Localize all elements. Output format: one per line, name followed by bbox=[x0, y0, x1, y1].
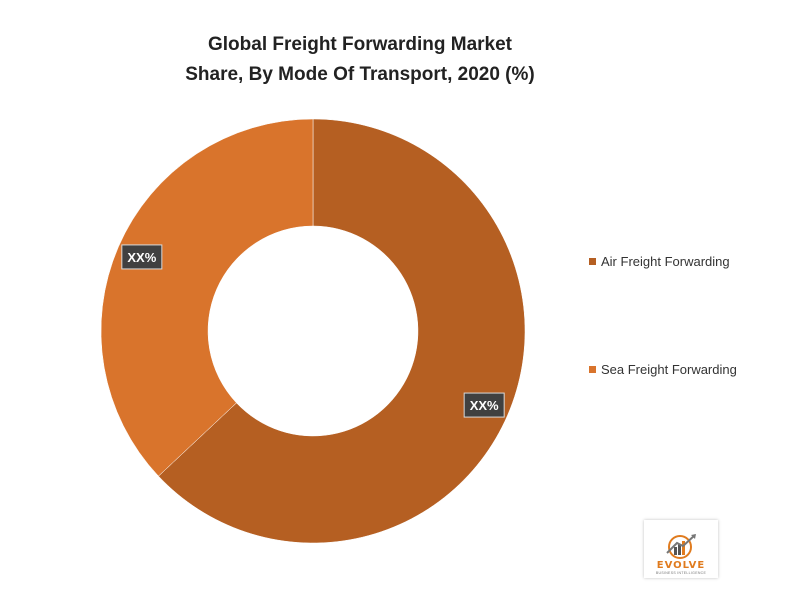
legend-item-air: Air Freight Forwarding bbox=[589, 254, 730, 269]
data-label-box bbox=[463, 392, 505, 418]
logo-chart-icon bbox=[666, 534, 696, 559]
data-label-sea-freight-forwarding: XX% bbox=[121, 244, 163, 270]
slice-air-freight-forwarding bbox=[158, 118, 526, 544]
chart-title: Global Freight Forwarding Market Share, … bbox=[150, 30, 570, 90]
legend-swatch-sea bbox=[589, 366, 596, 373]
logo-name: EVOLVE bbox=[656, 560, 706, 571]
legend-label-air: Air Freight Forwarding bbox=[601, 254, 730, 269]
chart-title-line-2: Share, By Mode Of Transport, 2020 (%) bbox=[185, 64, 535, 85]
chart-title-line-1: Global Freight Forwarding Market bbox=[207, 34, 513, 55]
legend-item-sea: Sea Freight Forwarding bbox=[589, 362, 737, 377]
legend-label-sea: Sea Freight Forwarding bbox=[601, 362, 737, 377]
slice-sea-freight-forwarding bbox=[100, 118, 314, 477]
data-label-text: XX% bbox=[470, 398, 499, 413]
logo-tagline: BUSINESS INTELLIGENCE bbox=[655, 571, 707, 575]
legend-swatch-air bbox=[589, 258, 596, 265]
data-label-box bbox=[121, 244, 163, 270]
data-label-text: XX% bbox=[127, 250, 156, 265]
evolve-logo: EVOLVE BUSINESS INTELLIGENCE bbox=[644, 520, 718, 578]
data-label-air-freight-forwarding: XX% bbox=[463, 392, 505, 418]
